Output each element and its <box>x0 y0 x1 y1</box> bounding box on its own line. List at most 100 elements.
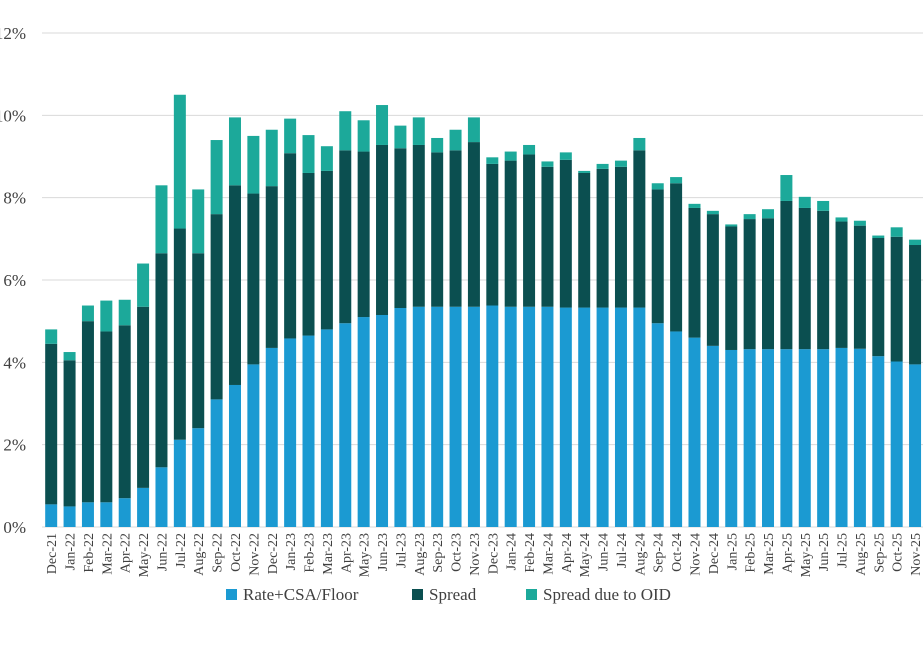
bar-segment <box>339 111 352 151</box>
bar-segment <box>412 144 425 307</box>
x-tick-label: Feb-25 <box>744 533 759 573</box>
bar-segment <box>210 140 223 215</box>
bar-segment <box>228 185 241 385</box>
bar-segment <box>651 183 664 190</box>
bar-segment <box>909 245 922 365</box>
bar-segment <box>137 306 150 488</box>
bar-segment <box>835 347 848 527</box>
bar-segment <box>210 214 223 400</box>
y-tick-label: 4% <box>3 353 26 372</box>
x-tick-label: Jan-25 <box>725 533 740 570</box>
bar-segment <box>376 144 389 315</box>
x-tick-label: Mar-24 <box>541 533 556 575</box>
bar-segment <box>137 263 150 307</box>
x-tick-label: Aug-25 <box>854 533 869 576</box>
x-tick-label: Oct-23 <box>450 533 465 572</box>
bar-segment <box>872 235 885 239</box>
bar-segment <box>118 299 131 326</box>
x-tick-label: Jul-22 <box>174 533 189 568</box>
bar-segment <box>780 349 793 527</box>
bar-segment <box>614 307 627 527</box>
bar-segment <box>118 498 131 527</box>
bar-segment <box>155 253 168 468</box>
bar-segment <box>81 502 94 527</box>
x-tick-label: Apr-24 <box>560 533 575 573</box>
legend-label: Spread <box>429 585 477 604</box>
bar-segment <box>504 151 517 161</box>
x-tick-label: Dec-21 <box>45 533 60 574</box>
x-tick-label: Nov-22 <box>247 533 262 576</box>
x-tick-label: Apr-22 <box>119 533 134 573</box>
bar-segment <box>596 163 609 169</box>
bar-segment <box>449 306 462 527</box>
bar-segment <box>670 331 683 527</box>
bar-segment <box>210 399 223 527</box>
legend-label: Spread due to OID <box>543 585 671 604</box>
y-tick-label: 6% <box>3 271 26 290</box>
bar-segment <box>559 152 572 160</box>
bar-segment <box>725 349 738 527</box>
x-tick-label: Jun-22 <box>155 533 170 571</box>
bar-segment <box>100 502 113 527</box>
bar-segment <box>431 137 444 153</box>
bar-segment <box>909 364 922 527</box>
bar-segment <box>817 210 830 350</box>
bar-segment <box>706 210 719 215</box>
bar-segment <box>284 338 297 527</box>
bar-segment <box>614 166 627 308</box>
bar-segment <box>63 506 76 527</box>
bar-segment <box>449 150 462 307</box>
x-tick-label: Apr-25 <box>780 533 795 573</box>
y-tick-label: 10% <box>0 106 26 125</box>
bar-segment <box>302 135 315 173</box>
bar-segment <box>467 117 480 143</box>
bar-segment <box>228 117 241 186</box>
x-tick-label: Jun-24 <box>597 533 612 571</box>
bar-segment <box>302 172 315 336</box>
x-tick-label: Sep-22 <box>211 533 226 573</box>
x-tick-label: Feb-22 <box>82 533 97 573</box>
bar-segment <box>725 226 738 350</box>
x-tick-label: May-23 <box>358 533 373 577</box>
bar-segment <box>412 306 425 527</box>
legend-swatch <box>226 589 237 600</box>
bar-segment <box>743 214 756 220</box>
bar-segment <box>320 329 333 527</box>
bar-segment <box>688 203 701 208</box>
y-tick-label: 8% <box>3 189 26 208</box>
x-tick-label: Apr-23 <box>339 533 354 573</box>
bar-segment <box>467 142 480 307</box>
x-tick-label: Sep-24 <box>652 533 667 573</box>
bar-segment <box>265 347 278 527</box>
bar-segment <box>486 305 499 527</box>
x-tick-label: Jun-25 <box>817 533 832 571</box>
bar-segment <box>706 345 719 527</box>
bar-segment <box>890 236 903 362</box>
bar-segment <box>596 307 609 527</box>
bar-segment <box>100 300 113 332</box>
bar-segment <box>486 157 499 164</box>
bar-segment <box>100 331 113 503</box>
bar-segment <box>762 209 775 219</box>
x-tick-label: May-25 <box>799 533 814 577</box>
bar-segment <box>192 253 205 429</box>
bar-segment <box>265 129 278 187</box>
y-tick-label: 2% <box>3 436 26 455</box>
bar-segment <box>192 189 205 254</box>
x-tick-label: Dec-23 <box>486 533 501 574</box>
x-tick-label: Dec-24 <box>707 533 722 574</box>
bar-segment <box>173 439 186 527</box>
bar-segment <box>559 307 572 527</box>
x-tick-label: Jan-23 <box>284 533 299 570</box>
x-tick-label: Jun-23 <box>376 533 391 571</box>
x-tick-label: Jul-23 <box>394 533 409 568</box>
x-tick-label: Aug-22 <box>192 533 207 576</box>
bar-segment <box>431 306 444 527</box>
bar-segment <box>504 306 517 527</box>
bar-segment <box>394 125 407 149</box>
bar-segment <box>651 323 664 527</box>
bar-segment <box>651 189 664 324</box>
bar-segment <box>614 160 627 167</box>
y-tick-label: 12% <box>0 24 26 43</box>
bar-segment <box>320 170 333 330</box>
